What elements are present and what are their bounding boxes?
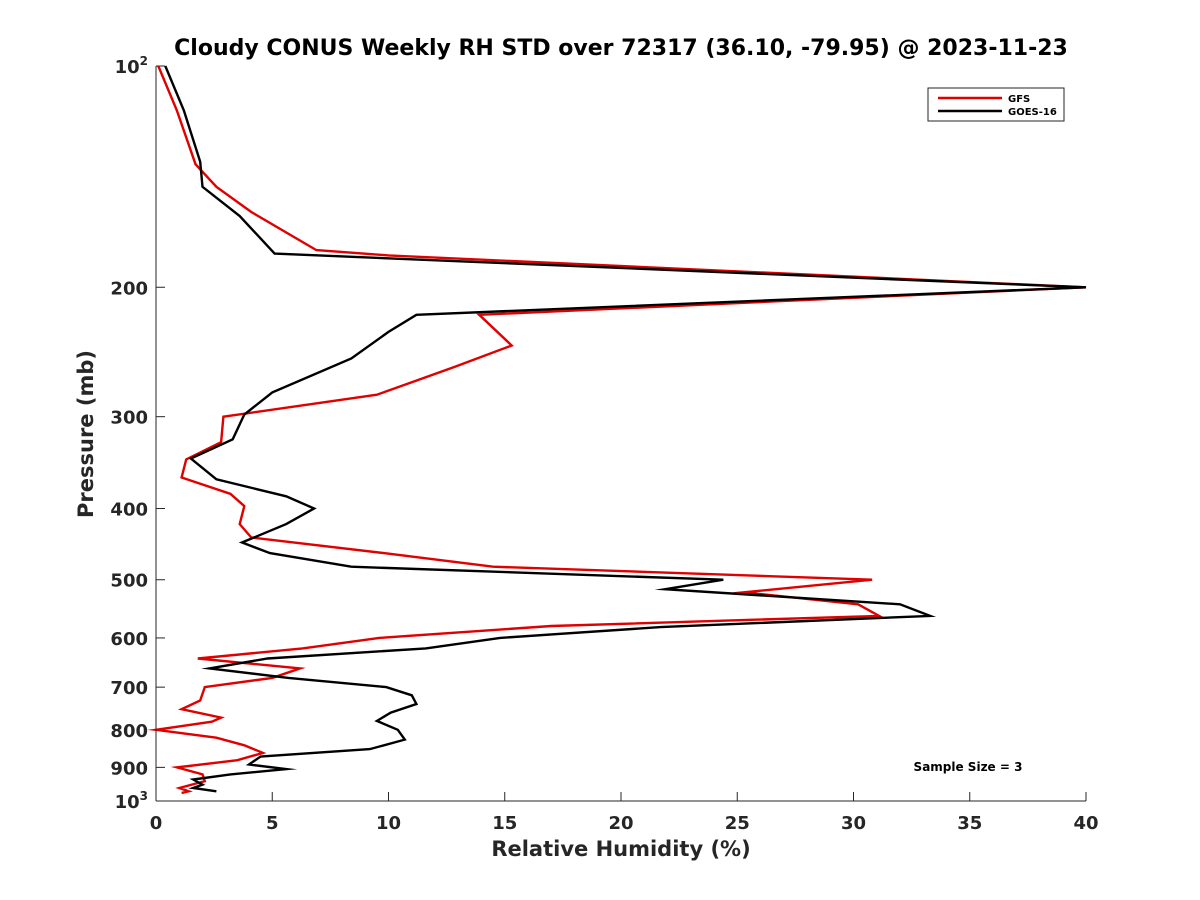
y-tick-label-base: 10 [115,792,140,813]
legend: GFS GOES-16 [927,87,1065,122]
x-tick-label: 30 [841,813,866,834]
x-tick-label: 40 [1073,813,1098,834]
legend-label: GOES-16 [1008,107,1057,118]
x-tick-label: 0 [150,813,163,834]
y-tick-label: 700 [110,678,148,699]
x-tick-label: 5 [266,813,279,834]
y-tick-label-base: 400 [110,500,148,521]
y-tick-label: 200 [110,278,148,299]
legend-label: GFS [1008,94,1030,105]
y-tick-label: 300 [110,408,148,429]
y-tick-label-base: 600 [110,629,148,650]
y-tick-label-base: 800 [110,721,148,742]
y-axis-label: Pressure (mb) [74,350,98,518]
plot-area [156,66,1086,801]
x-tick-label: 20 [608,813,633,834]
chart-title: Cloudy CONUS Weekly RH STD over 72317 (3… [174,36,1068,61]
x-axis-label: Relative Humidity (%) [491,837,750,861]
y-tick-label-base: 10 [115,57,140,78]
series-line-goes-16 [164,65,1087,793]
y-tick-label-exponent: 2 [140,54,148,68]
series-layer [147,65,1087,795]
y-tick-label: 600 [110,629,148,650]
y-tick-label-exponent: 3 [140,789,148,803]
y-tick-label: 400 [110,500,148,521]
y-tick-label-base: 200 [110,278,148,299]
y-tick-label-base: 700 [110,678,148,699]
x-axis-ticks: 0 5 10 15 20 25 30 35 40 [150,792,1099,834]
y-tick-label: 103 [115,789,148,813]
y-tick-label-base: 900 [110,758,148,779]
x-tick-label: 25 [725,813,750,834]
y-tick-label: 102 [115,54,148,78]
y-tick-label: 500 [110,571,148,592]
sample-size-annotation: Sample Size = 3 [914,760,1023,774]
y-tick-label: 900 [110,758,148,779]
x-tick-label: 15 [492,813,517,834]
y-tick-label-base: 300 [110,408,148,429]
x-tick-label: 10 [376,813,401,834]
y-tick-label-base: 500 [110,571,148,592]
x-tick-label: 35 [957,813,982,834]
y-tick-label: 800 [110,721,148,742]
legend-box [927,87,1065,122]
